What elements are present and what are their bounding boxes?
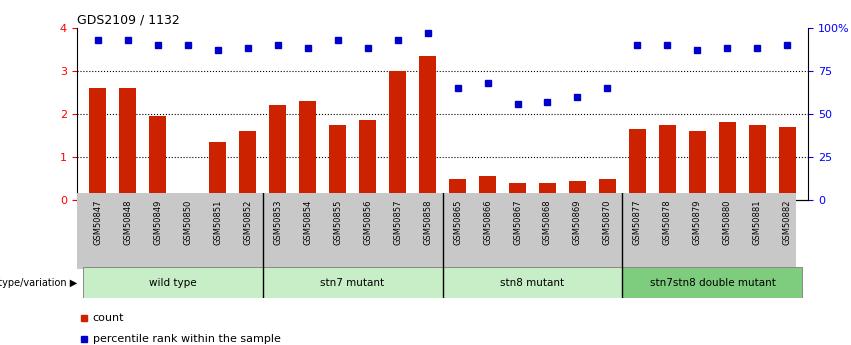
- Bar: [540, 183, 556, 200]
- Bar: [209, 142, 226, 200]
- Bar: [89, 88, 106, 200]
- Text: GSM50868: GSM50868: [543, 199, 552, 245]
- Bar: [479, 176, 496, 200]
- Text: wild type: wild type: [149, 278, 197, 288]
- Bar: [780, 127, 796, 200]
- Bar: [420, 56, 436, 200]
- Bar: [660, 125, 676, 200]
- Text: GSM50869: GSM50869: [573, 199, 582, 245]
- Text: GSM50870: GSM50870: [603, 199, 612, 245]
- Text: GSM50854: GSM50854: [303, 199, 312, 245]
- Text: GSM50851: GSM50851: [213, 199, 222, 245]
- Text: GSM50866: GSM50866: [483, 199, 492, 245]
- Bar: [239, 131, 256, 200]
- Text: GSM50880: GSM50880: [723, 199, 732, 245]
- Text: stn8 mutant: stn8 mutant: [500, 278, 564, 288]
- Bar: [119, 88, 136, 200]
- Bar: [269, 105, 286, 200]
- Bar: [749, 125, 766, 200]
- Text: GSM50847: GSM50847: [93, 199, 102, 245]
- FancyBboxPatch shape: [443, 267, 622, 298]
- Text: GSM50855: GSM50855: [333, 199, 342, 245]
- Bar: [449, 179, 465, 200]
- Text: GSM50850: GSM50850: [183, 199, 192, 245]
- Text: GSM50853: GSM50853: [273, 199, 282, 245]
- Text: GDS2109 / 1132: GDS2109 / 1132: [77, 13, 180, 27]
- Bar: [719, 122, 736, 200]
- Text: GSM50848: GSM50848: [123, 199, 132, 245]
- Text: GSM50882: GSM50882: [783, 199, 792, 245]
- Bar: [389, 71, 406, 200]
- Bar: [149, 116, 166, 200]
- Bar: [329, 125, 346, 200]
- Bar: [300, 101, 316, 200]
- Text: count: count: [93, 313, 124, 323]
- Text: GSM50858: GSM50858: [423, 199, 432, 245]
- FancyBboxPatch shape: [83, 267, 263, 298]
- Bar: [569, 181, 585, 200]
- Text: GSM50857: GSM50857: [393, 199, 402, 245]
- FancyBboxPatch shape: [263, 267, 443, 298]
- Bar: [629, 129, 646, 200]
- Text: GSM50878: GSM50878: [663, 199, 672, 245]
- Text: GSM50879: GSM50879: [693, 199, 702, 245]
- Text: stn7stn8 double mutant: stn7stn8 double mutant: [649, 278, 775, 288]
- Text: GSM50852: GSM50852: [243, 199, 252, 245]
- Bar: [599, 179, 616, 200]
- Bar: [359, 120, 376, 200]
- Text: GSM50877: GSM50877: [633, 199, 642, 245]
- Text: GSM50849: GSM50849: [153, 199, 162, 245]
- Text: genotype/variation ▶: genotype/variation ▶: [0, 278, 77, 288]
- Text: GSM50856: GSM50856: [363, 199, 372, 245]
- Text: GSM50881: GSM50881: [753, 199, 762, 245]
- Text: stn7 mutant: stn7 mutant: [321, 278, 385, 288]
- Text: percentile rank within the sample: percentile rank within the sample: [93, 334, 281, 344]
- Text: GSM50865: GSM50865: [453, 199, 462, 245]
- Text: GSM50867: GSM50867: [513, 199, 522, 245]
- Bar: [509, 183, 526, 200]
- FancyBboxPatch shape: [622, 267, 802, 298]
- Bar: [689, 131, 705, 200]
